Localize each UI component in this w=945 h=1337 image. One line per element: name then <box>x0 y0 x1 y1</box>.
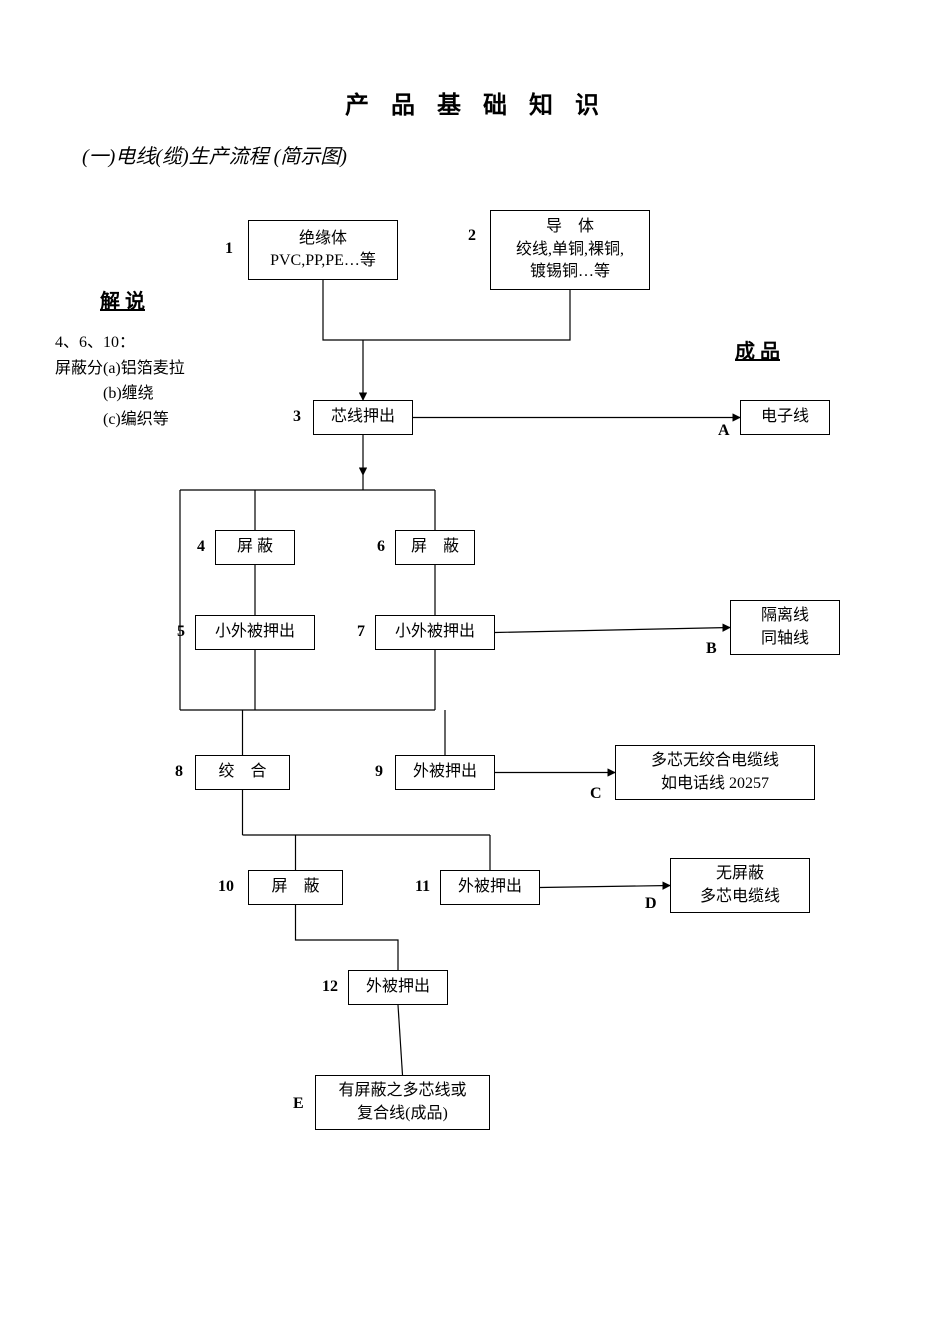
node-n10: 屏 蔽 <box>248 870 343 905</box>
node-n1: 绝缘体PVC,PP,PE…等 <box>248 220 398 280</box>
node-number-7: 7 <box>357 623 365 641</box>
node-n7: 小外被押出 <box>375 615 495 650</box>
node-text: 镀锡铜…等 <box>530 261 610 283</box>
node-number-2: 2 <box>468 227 476 245</box>
node-text: PVC,PP,PE…等 <box>270 250 376 272</box>
node-text: 绞线,单铜,裸铜, <box>516 239 624 261</box>
node-nA: 电子线 <box>740 400 830 435</box>
node-text: 多芯电缆线 <box>700 886 780 908</box>
node-letter-E: E <box>293 1095 304 1113</box>
note-line-3: (b)缠绕 <box>55 381 185 407</box>
node-text: 导 体 <box>546 216 594 238</box>
note-line-1: 4、6、10： <box>55 330 185 356</box>
node-n5: 小外被押出 <box>195 615 315 650</box>
node-text: 无屏蔽 <box>716 863 764 885</box>
node-number-12: 12 <box>322 978 338 996</box>
node-number-4: 4 <box>197 538 205 556</box>
node-text: 外被押出 <box>413 761 477 783</box>
node-number-9: 9 <box>375 763 383 781</box>
node-number-11: 11 <box>415 878 430 896</box>
node-n9: 外被押出 <box>395 755 495 790</box>
node-text: 多芯无绞合电缆线 <box>651 750 779 772</box>
node-text: 外被押出 <box>366 976 430 998</box>
node-nB: 隔离线同轴线 <box>730 600 840 655</box>
node-n12: 外被押出 <box>348 970 448 1005</box>
node-n3: 芯线押出 <box>313 400 413 435</box>
node-text: 屏 蔽 <box>411 536 459 558</box>
node-letter-A: A <box>718 422 730 440</box>
node-number-6: 6 <box>377 538 385 556</box>
node-text: 外被押出 <box>458 876 522 898</box>
node-n6: 屏 蔽 <box>395 530 475 565</box>
node-number-5: 5 <box>177 623 185 641</box>
page-title: 产 品 基 础 知 识 <box>345 85 607 120</box>
node-text: 绞 合 <box>218 761 266 783</box>
node-text: 同轴线 <box>761 628 809 650</box>
node-text: 如电话线 20257 <box>661 773 769 795</box>
node-number-8: 8 <box>175 763 183 781</box>
node-text: 有屏蔽之多芯线或 <box>338 1080 466 1102</box>
note-line-4: (c)编织等 <box>55 407 185 433</box>
node-n11: 外被押出 <box>440 870 540 905</box>
node-nE: 有屏蔽之多芯线或复合线(成品) <box>315 1075 490 1130</box>
node-letter-D: D <box>645 895 657 913</box>
node-n2: 导 体绞线,单铜,裸铜,镀锡铜…等 <box>490 210 650 290</box>
node-letter-C: C <box>590 785 602 803</box>
node-text: 小外被押出 <box>395 621 475 643</box>
node-number-10: 10 <box>218 878 234 896</box>
node-text: 屏 蔽 <box>271 876 319 898</box>
node-text: 芯线押出 <box>331 406 395 428</box>
section-subtitle: (一)电线(缆)生产流程 (简示图) <box>82 140 347 169</box>
node-nC: 多芯无绞合电缆线如电话线 20257 <box>615 745 815 800</box>
node-letter-B: B <box>706 640 717 658</box>
node-n8: 绞 合 <box>195 755 290 790</box>
node-text: 小外被押出 <box>215 621 295 643</box>
product-heading: 成 品 <box>735 335 780 364</box>
node-text: 绝缘体 <box>299 228 347 250</box>
node-text: 屏 蔽 <box>237 536 273 558</box>
note-line-2: 屏蔽分(a)铝箔麦拉 <box>55 356 185 382</box>
notes-block: 4、6、10： 屏蔽分(a)铝箔麦拉 (b)缠绕 (c)编织等 <box>55 330 185 432</box>
node-n4: 屏 蔽 <box>215 530 295 565</box>
flowchart-edges <box>0 0 945 1337</box>
node-number-1: 1 <box>225 240 233 258</box>
node-number-3: 3 <box>293 408 301 426</box>
node-text: 电子线 <box>761 406 809 428</box>
node-nD: 无屏蔽多芯电缆线 <box>670 858 810 913</box>
explain-heading: 解 说 <box>100 285 145 314</box>
node-text: 隔离线 <box>761 605 809 627</box>
node-text: 复合线(成品) <box>357 1103 448 1125</box>
